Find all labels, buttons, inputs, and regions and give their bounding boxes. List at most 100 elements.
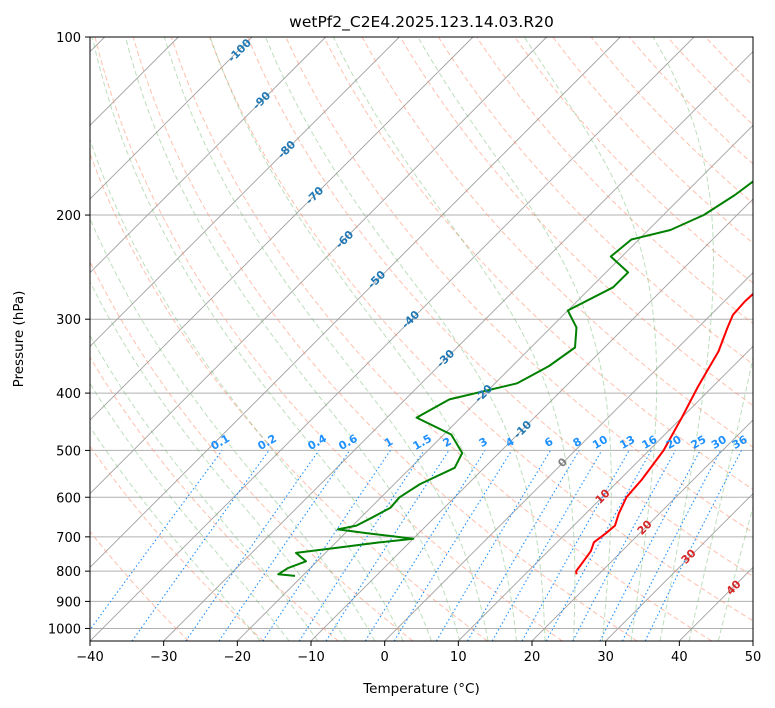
moist-adiabat-line — [717, 505, 753, 641]
mixing-ratio-line — [572, 450, 676, 641]
moist-adiabat-line — [90, 334, 319, 641]
mixing-ratio-line — [262, 450, 391, 641]
y-tick-label: 300 — [56, 313, 81, 328]
mixing-ratio-label: 10 — [590, 433, 610, 452]
dry-adiabat-line — [667, 37, 753, 126]
dry-adiabat-line — [437, 37, 753, 365]
mixing-ratio-line — [521, 450, 630, 641]
isotherm-line — [458, 345, 753, 641]
y-tick-label: 900 — [56, 595, 81, 610]
moist-adiabat-line — [91, 37, 432, 641]
x-tick-label: 0 — [381, 650, 389, 665]
mixing-ratio-line — [435, 450, 552, 641]
mixing-ratio-label: 30 — [709, 433, 729, 452]
moist-adiabat-line — [265, 37, 546, 641]
y-tick-label: 800 — [56, 565, 81, 580]
dry-adiabat-line — [399, 37, 753, 407]
mixing-ratio-label: 0.2 — [256, 432, 279, 453]
dry-adiabat-line — [514, 37, 753, 284]
moist-adiabat-line — [523, 37, 658, 641]
plot-frame — [89, 36, 754, 642]
isopleth-labels: 0.1 0.2 0.4 0.6 1 1.5 2 3 4 6 8 10 13 16 20 25 30 36-100-… — [209, 37, 750, 598]
y-tick-label: 1000 — [48, 622, 81, 637]
y-tick-label: 400 — [56, 387, 81, 402]
isotherm-value-label: 20 — [635, 517, 655, 537]
axes: −40 −30 −20 −10 0 10 20 30 40 5010020030040050060… — [48, 31, 761, 665]
moist-adiabat-line — [688, 355, 753, 641]
mixing-ratio-label: 0.6 — [336, 432, 360, 453]
dry-adiabat-line — [90, 445, 264, 641]
y-tick-label: 100 — [56, 31, 81, 46]
temperature-profile-line — [575, 292, 753, 575]
isotherm-value-label: -20 — [472, 382, 495, 405]
dry-adiabat-line — [552, 37, 753, 244]
isotherm-line — [237, 124, 753, 641]
x-tick-label: 40 — [671, 650, 688, 665]
moist-adiabat-line — [652, 37, 714, 641]
x-tick-label: 50 — [745, 650, 762, 665]
mixing-ratio-line — [298, 450, 425, 641]
moist-adiabat-line — [90, 217, 376, 641]
moist-adiabat-line — [209, 37, 517, 641]
dry-adiabat-line — [170, 37, 712, 641]
isotherm-line — [605, 493, 753, 641]
dry-adiabat-line — [209, 37, 753, 622]
isotherm-value-label: -40 — [399, 308, 422, 331]
isotherm-line — [752, 640, 753, 641]
dry-adiabat-line — [361, 37, 753, 448]
plot-area: 0.1 0.2 0.4 0.6 1 1.5 2 3 4 6 8 10 13 16 20 25 30 36-100-… — [90, 37, 753, 641]
mixing-ratio-line — [621, 450, 722, 641]
mixing-ratio-label: 13 — [618, 433, 638, 452]
mixing-ratio-line — [545, 450, 652, 641]
isotherm-line — [90, 37, 547, 495]
mixing-ratio-label: 16 — [640, 433, 660, 452]
isotherm-line — [90, 37, 621, 568]
x-tick-label: 30 — [597, 650, 614, 665]
dry-adiabat-line — [90, 530, 190, 641]
isotherm-line — [90, 37, 695, 641]
chart-title: wetPf2_C2E4.2025.123.14.03.R20 — [289, 13, 554, 32]
x-tick-label: −10 — [297, 650, 324, 665]
moist-adiabat-line — [417, 37, 612, 641]
x-tick-label: −30 — [150, 650, 177, 665]
isotherm-line — [310, 198, 753, 641]
moist-adiabat-line — [125, 37, 461, 641]
moist-adiabat-line — [90, 426, 261, 641]
y-tick-label: 700 — [56, 531, 81, 546]
dry-adiabat-line — [90, 152, 488, 641]
profile-series — [277, 180, 753, 577]
mixing-ratio-label: 1.5 — [411, 432, 434, 453]
mixing-ratio-label: 0.4 — [306, 432, 330, 453]
dry-adiabat-line — [285, 37, 753, 534]
moist-adiabat-line — [332, 37, 576, 641]
dry-adiabat-line — [90, 356, 339, 641]
x-tick-label: 20 — [524, 650, 541, 665]
dewpoint-profile-line — [277, 180, 753, 577]
x-axis-title: Temperature (°C) — [362, 681, 480, 697]
isotherm-line — [90, 37, 474, 421]
isotherm-line — [679, 566, 753, 641]
mixing-ratio-line — [325, 450, 450, 641]
dry-adiabat-line — [323, 37, 753, 491]
x-tick-label: −20 — [224, 650, 251, 665]
mixing-ratio-line — [393, 450, 513, 641]
dry-adiabat-line — [705, 37, 753, 87]
dry-adiabat-line — [94, 37, 563, 641]
y-axis-title: Pressure (hPa) — [11, 291, 27, 388]
mixing-ratio-line — [131, 450, 270, 641]
mixing-ratio-label: 25 — [689, 433, 709, 452]
mixing-ratio-line — [185, 450, 320, 641]
mixing-ratio-line — [599, 450, 701, 641]
mixing-ratio-line — [644, 450, 742, 641]
isopleths — [90, 37, 753, 641]
mixing-ratio-label: 6 — [542, 435, 555, 450]
isotherm-line — [163, 51, 753, 641]
x-tick-label: −40 — [76, 650, 103, 665]
mixing-ratio-line — [90, 450, 223, 631]
mixing-ratio-label: 20 — [664, 433, 684, 452]
dry-adiabat-line — [590, 37, 753, 205]
moist-adiabat-line — [90, 382, 290, 641]
isotherm-line — [384, 272, 753, 641]
x-tick-label: 10 — [450, 650, 467, 665]
